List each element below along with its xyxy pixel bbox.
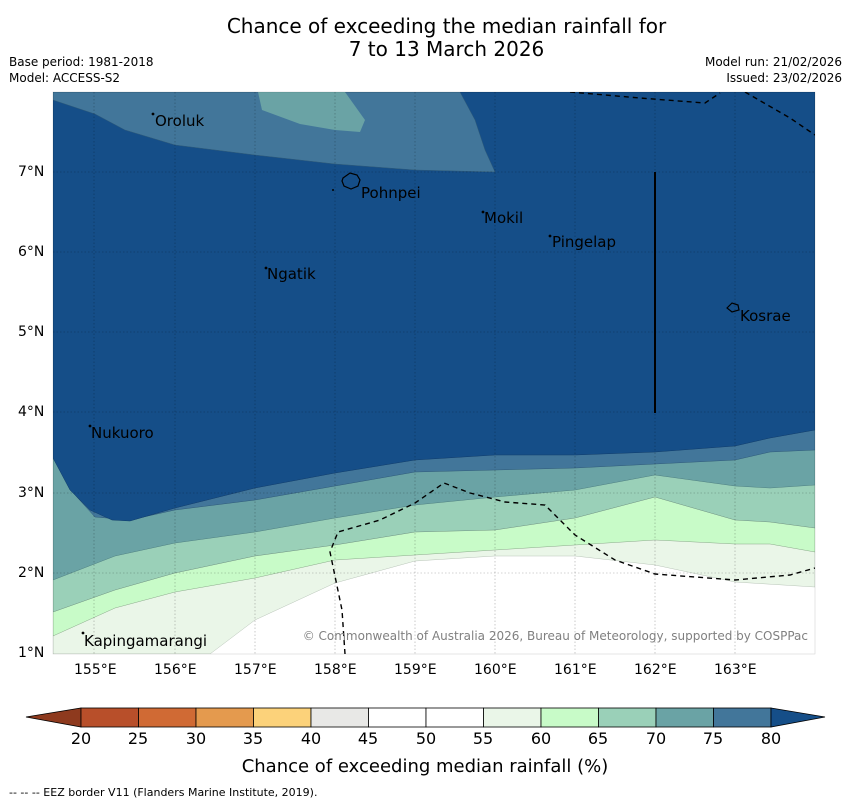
lon-tick-161e: 161°E	[554, 662, 597, 678]
place-nukuoro: Nukuoro	[91, 424, 154, 442]
eez-footnote: -- -- -- EEZ border V11 (Flanders Marine…	[9, 786, 318, 799]
lon-tick-156e: 156°E	[154, 662, 197, 678]
cb-tick-20: 20	[70, 729, 92, 748]
cb-tick-45: 45	[357, 729, 379, 748]
cb-tick-55: 55	[472, 729, 494, 748]
lon-tick-160e: 160°E	[474, 662, 517, 678]
cb-tick-60: 60	[530, 729, 552, 748]
pohnpei-island	[341, 172, 361, 190]
kosrae-island	[726, 302, 740, 313]
place-ngatik: Ngatik	[267, 265, 316, 283]
lat-tick-3n: 3°N	[18, 485, 45, 501]
cb-tick-65: 65	[587, 729, 609, 748]
graticule	[53, 92, 815, 654]
band-80-plus	[53, 92, 815, 522]
cb-tick-80: 80	[760, 729, 782, 748]
place-kapingamarangi: Kapingamarangi	[84, 632, 208, 650]
cb-tick-50: 50	[415, 729, 437, 748]
lat-tick-2n: 2°N	[18, 565, 45, 581]
cb-tick-35: 35	[242, 729, 264, 748]
lon-tick-155e: 155°E	[74, 662, 117, 678]
cb-tick-25: 25	[127, 729, 149, 748]
lon-tick-162e: 162°E	[634, 662, 677, 678]
cb-tick-70: 70	[645, 729, 667, 748]
model-name: Model: ACCESS-S2	[9, 71, 121, 85]
colorbar	[25, 707, 826, 728]
colorbar-label: Chance of exceeding median rainfall (%)	[241, 756, 609, 777]
lon-tick-157e: 157°E	[234, 662, 277, 678]
rainfall-probability-field	[53, 92, 815, 654]
islands	[81, 112, 740, 635]
lat-tick-1n: 1°N	[18, 645, 45, 661]
model-run: Model run: 21/02/2026	[704, 55, 842, 69]
lat-tick-6n: 6°N	[18, 244, 45, 260]
lat-tick-4n: 4°N	[18, 404, 45, 420]
colorbar-arrow-low	[25, 707, 82, 728]
copyright-notice: © Commonwealth of Australia 2026, Bureau…	[302, 629, 808, 643]
cb-tick-40: 40	[300, 729, 322, 748]
colorbar-arrow-high	[770, 707, 826, 728]
place-pohnpei: Pohnpei	[361, 184, 421, 202]
lon-tick-159e: 159°E	[394, 662, 437, 678]
band-70-75-north	[258, 92, 365, 132]
base-period: Base period: 1981-2018	[9, 55, 154, 69]
chart-title-line1: Chance of exceeding the median rainfall …	[226, 14, 667, 38]
place-mokil: Mokil	[484, 209, 524, 227]
place-oroluk: Oroluk	[155, 112, 205, 130]
place-pingelap: Pingelap	[552, 233, 617, 251]
lat-tick-7n: 7°N	[18, 164, 45, 180]
lon-tick-163e: 163°E	[714, 662, 757, 678]
lon-tick-158e: 158°E	[314, 662, 357, 678]
cb-tick-75: 75	[702, 729, 724, 748]
band-75-80-north	[53, 92, 496, 173]
eez-border	[329, 92, 815, 654]
place-kosrae: Kosrae	[740, 307, 791, 325]
lat-tick-5n: 5°N	[18, 324, 45, 340]
issued-date: Issued: 23/02/2026	[726, 71, 842, 85]
map-frame	[52, 91, 816, 655]
chart-title-line2: 7 to 13 March 2026	[348, 37, 545, 61]
cb-tick-30: 30	[185, 729, 207, 748]
